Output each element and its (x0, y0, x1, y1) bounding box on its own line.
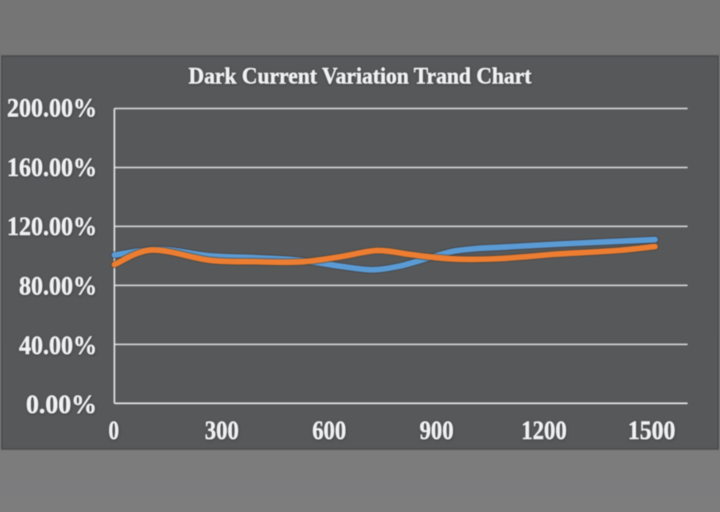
svg-text:120.00%: 120.00% (7, 211, 97, 241)
svg-text:40.00%: 40.00% (19, 330, 97, 360)
svg-text:1200: 1200 (521, 415, 567, 445)
svg-text:0: 0 (109, 415, 120, 445)
svg-text:80.00%: 80.00% (19, 270, 97, 300)
svg-text:200.00%: 200.00% (7, 93, 97, 123)
svg-text:300: 300 (205, 415, 239, 445)
svg-text:160.00%: 160.00% (7, 152, 97, 182)
svg-text:Dark Current Variation Trand C: Dark Current Variation Trand Chart (189, 64, 532, 90)
svg-text:900: 900 (420, 415, 454, 445)
svg-text:600: 600 (312, 415, 346, 445)
svg-text:1500: 1500 (628, 415, 676, 445)
svg-text:0.00%: 0.00% (26, 389, 97, 419)
